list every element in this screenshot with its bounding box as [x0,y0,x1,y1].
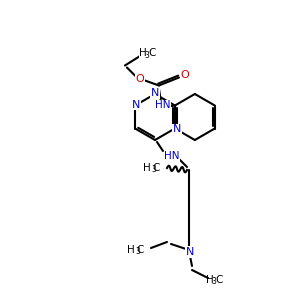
Text: C: C [136,245,144,255]
Text: O: O [136,74,144,85]
Text: 3: 3 [144,51,149,60]
Text: N: N [186,247,194,257]
Text: N: N [151,88,159,98]
Text: H: H [206,275,214,285]
Text: HN: HN [164,151,180,161]
Text: H: H [139,49,147,58]
Text: C: C [215,275,222,285]
Text: H: H [127,245,135,255]
Text: H: H [143,163,151,173]
Text: C: C [153,163,160,173]
Text: N: N [173,124,181,134]
Text: HN: HN [155,100,171,110]
Text: C: C [148,49,155,58]
Text: 3: 3 [135,248,140,256]
Text: N: N [132,100,140,110]
Text: O: O [181,70,189,80]
Text: 3: 3 [211,278,216,286]
Text: 3: 3 [151,166,156,175]
